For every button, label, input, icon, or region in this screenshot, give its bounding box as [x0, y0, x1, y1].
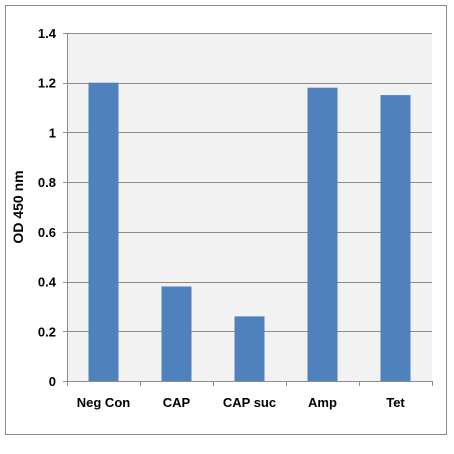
x-tick-label: CAP suc — [223, 395, 276, 410]
y-tick-labels: 0 0.2 0.4 0.6 0.8 1 1.2 1.4 — [38, 26, 57, 389]
x-tick-label: Tet — [386, 395, 405, 410]
y-tick-label: 1.2 — [38, 76, 56, 91]
bar-neg-con — [89, 83, 119, 381]
x-tick-labels: Neg Con CAP CAP suc Amp Tet — [77, 395, 406, 410]
bar-cap — [162, 287, 192, 382]
bar-amp — [308, 88, 338, 381]
bar-tet — [381, 95, 411, 381]
x-tick-label: Amp — [308, 395, 337, 410]
y-tick-label: 0.8 — [38, 175, 56, 190]
x-tick-label: Neg Con — [77, 395, 131, 410]
y-tick-label: 1.4 — [38, 26, 57, 41]
y-tick-label: 0.2 — [38, 324, 56, 339]
bar-cap-suc — [235, 316, 265, 381]
y-tick-label: 0.6 — [38, 225, 56, 240]
y-axis-title: OD 450 nm — [10, 170, 26, 243]
y-tick-label: 0 — [49, 374, 56, 389]
y-tick-label: 0.4 — [38, 275, 57, 290]
y-tick-label: 1 — [49, 125, 56, 140]
x-tick-label: CAP — [163, 395, 191, 410]
